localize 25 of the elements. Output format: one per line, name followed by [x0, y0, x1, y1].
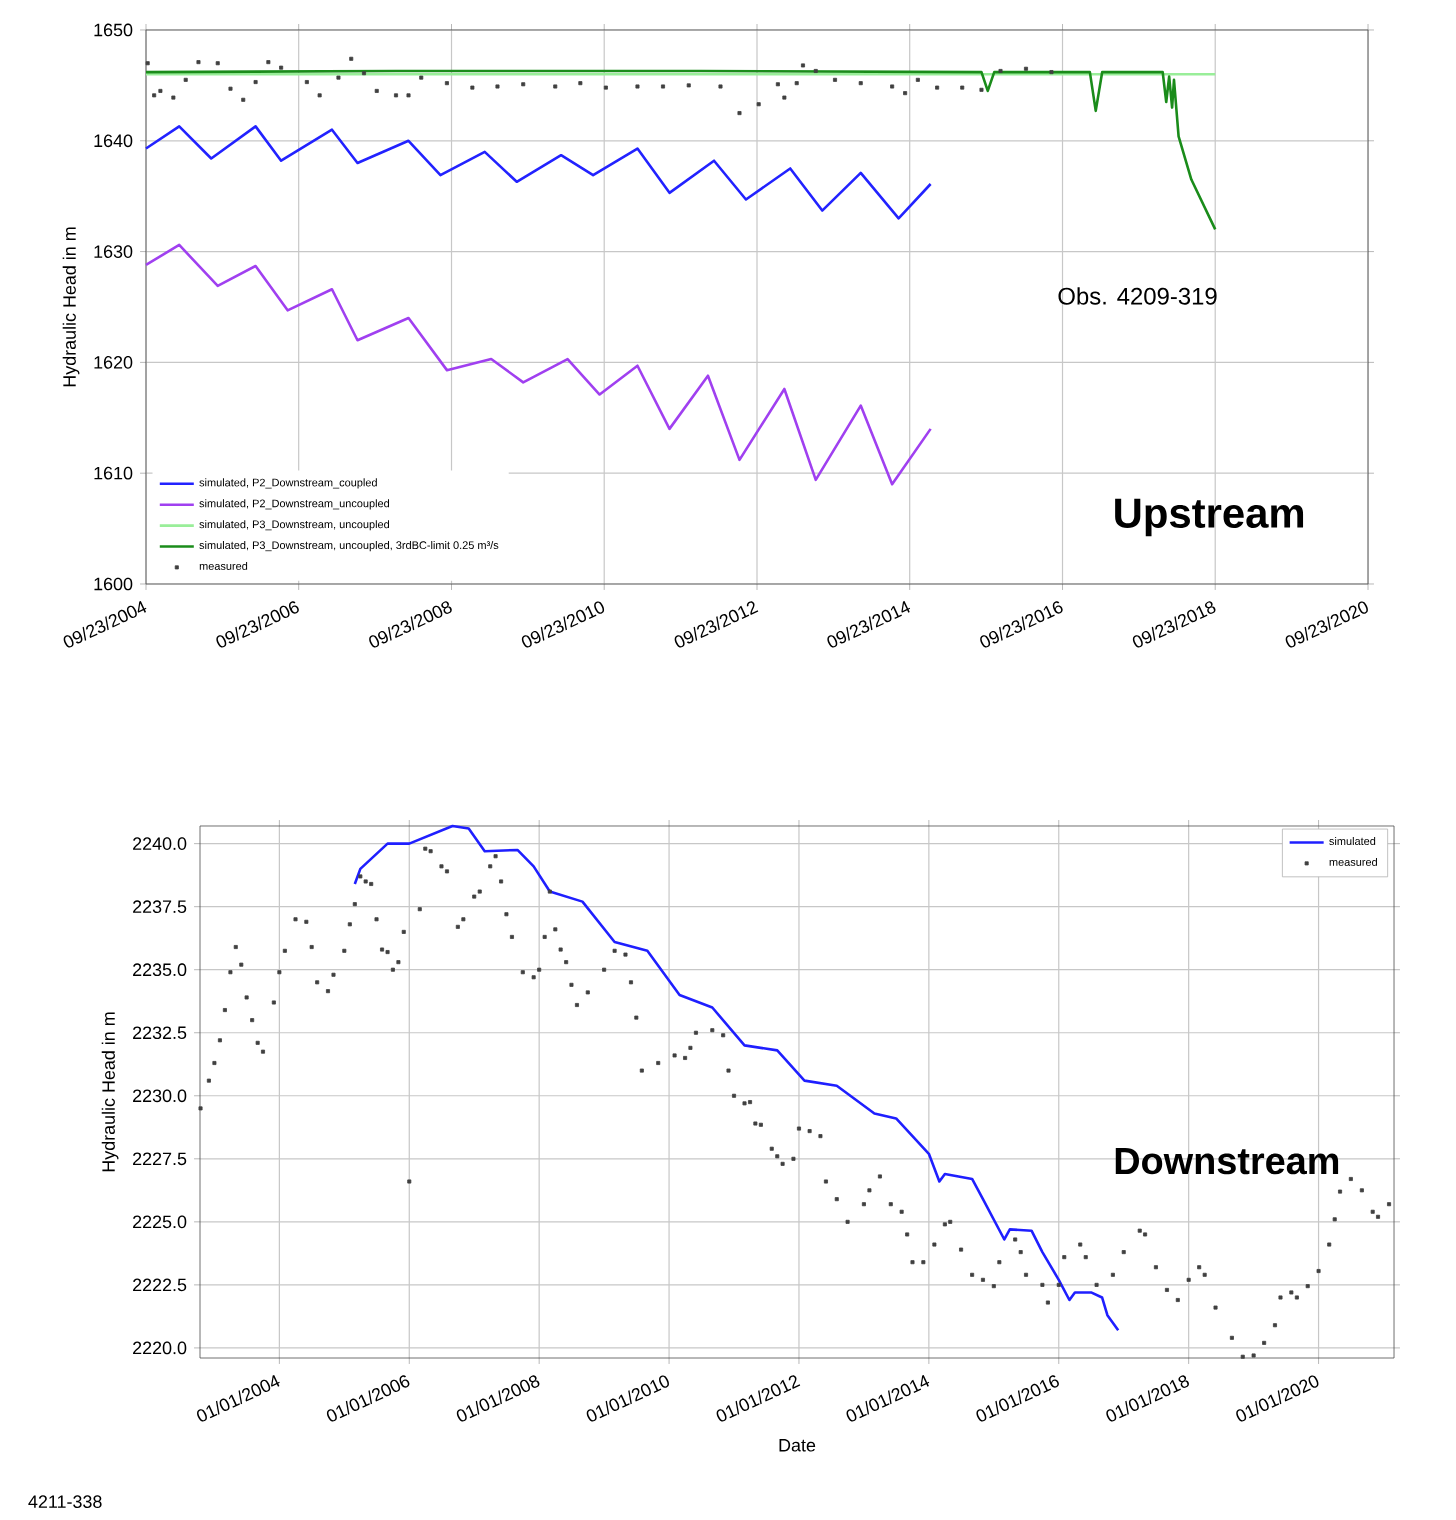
- annotation: Obs. 4209-319: [1058, 287, 1217, 305]
- y-tick-label: 2225.0: [133, 1215, 187, 1229]
- y-tick-label: 1610: [94, 466, 133, 480]
- line-series: [144, 243, 932, 486]
- y-tick-label: 2230.0: [133, 1089, 187, 1103]
- y-tick-label: 1640: [94, 134, 133, 148]
- line-series: [144, 125, 932, 220]
- y-tick-label: 1600: [94, 577, 133, 591]
- y-tick-label: 1630: [94, 245, 133, 258]
- y-axis-title: Hydraulic Head in m: [62, 227, 80, 387]
- y-tick-label: 2222.5: [133, 1278, 187, 1292]
- text: 4211-338: [28, 1495, 102, 1509]
- y-tick-label: 2220.0: [133, 1341, 187, 1355]
- annotation: Upstream: [1115, 498, 1304, 537]
- y-tick-label: 1650: [94, 23, 133, 37]
- y-tick-label: 2237.5: [133, 900, 187, 914]
- annotation: Downstream: [1115, 1147, 1339, 1175]
- y-tick-label: 1620: [94, 356, 133, 369]
- line-series: [144, 69, 1217, 231]
- y-tick-label: 2235.0: [133, 963, 187, 977]
- y-tick-label: 2232.5: [133, 1026, 187, 1040]
- x-axis-title: Date: [779, 1439, 816, 1452]
- y-axis-title: Hydraulic Head in m: [101, 1012, 119, 1172]
- y-tick-label: 2227.5: [133, 1152, 187, 1166]
- y-tick-label: 2240.0: [133, 837, 187, 850]
